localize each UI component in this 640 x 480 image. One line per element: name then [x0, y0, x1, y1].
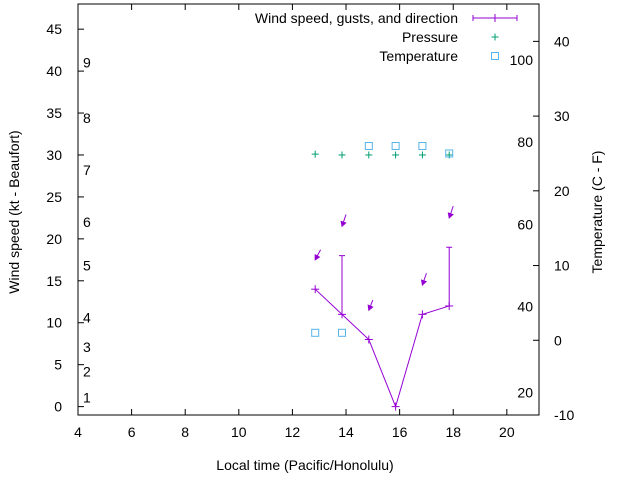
- fahrenheit-label: 80: [517, 134, 533, 150]
- pressure-point: [392, 151, 400, 159]
- x-tick-label: 10: [231, 424, 247, 440]
- x-tick-label: 12: [285, 424, 301, 440]
- legend-swatch-temperature: [491, 52, 499, 60]
- y-left-tick-label: 35: [46, 105, 62, 121]
- legend-label-temperature: Temperature: [379, 48, 458, 64]
- legend-label-wind: Wind speed, gusts, and direction: [255, 10, 458, 26]
- temperature-point: [364, 141, 373, 150]
- fahrenheit-label: 40: [517, 299, 533, 315]
- legend-pressure-point: [491, 33, 499, 41]
- wind-direction-head: [314, 253, 321, 261]
- wind-direction-head: [420, 279, 428, 286]
- x-tick-label: 6: [128, 424, 136, 440]
- legend-temperature-point: [491, 52, 499, 60]
- y-left-tick-label: 45: [46, 21, 62, 37]
- y-axis-right-label: Temperature (C - F): [589, 151, 605, 274]
- x-tick-label: 14: [338, 424, 354, 440]
- x-tick-label: 4: [74, 424, 82, 440]
- beaufort-label: 1: [83, 389, 91, 405]
- beaufort-label: 9: [83, 55, 91, 71]
- beaufort-label: 4: [83, 310, 91, 326]
- wind-speed-point: [338, 310, 347, 319]
- y-left-tick-label: 25: [46, 189, 62, 205]
- wind-direction-arrow: [420, 273, 428, 286]
- wind-direction-head: [340, 220, 347, 228]
- pressure-point: [338, 151, 346, 159]
- y-right-tick-label: 30: [554, 108, 570, 124]
- beaufort-label: 2: [83, 363, 91, 379]
- beaufort-label: 8: [83, 110, 91, 126]
- wind-direction-head: [447, 212, 454, 219]
- series-layer: [311, 141, 454, 411]
- wind-speed-point: [364, 335, 373, 344]
- y-right-tick-label: 10: [554, 258, 570, 274]
- wind-direction-head: [367, 304, 374, 312]
- tick-layer: 4 6 8 10 12 14 16 18 20051015202530354045-100102…: [46, 4, 574, 440]
- y-right-tick-label: 20: [554, 183, 570, 199]
- pressure-point: [418, 151, 426, 159]
- fahrenheit-label: 20: [517, 385, 533, 401]
- x-tick-label: 16: [392, 424, 408, 440]
- beaufort-label: 5: [83, 258, 91, 274]
- beaufort-label: 7: [83, 162, 91, 178]
- pressure-point: [311, 150, 319, 158]
- wind-speed-point: [311, 285, 320, 294]
- wind-direction-arrow: [447, 205, 454, 219]
- y-left-tick-label: 30: [46, 147, 62, 163]
- legend-wind-point: [491, 14, 499, 22]
- temperature-point: [445, 149, 454, 158]
- y-right-tick-label: -10: [554, 407, 574, 423]
- wind-direction-arrow: [367, 299, 374, 312]
- temperature-point: [418, 141, 427, 150]
- plot-frame-layer: [77, 3, 540, 416]
- temperature-point: [338, 328, 347, 337]
- x-axis-label: Local time (Pacific/Honolulu): [216, 457, 393, 473]
- legend: Wind speed, gusts, and direction Pressur…: [255, 10, 518, 64]
- y-left-tick-label: 20: [46, 231, 62, 247]
- legend-label-pressure: Pressure: [402, 29, 458, 45]
- pressure-point: [365, 151, 373, 159]
- plot-border: [77, 3, 540, 416]
- legend-swatch-pressure: [491, 33, 499, 41]
- fahrenheit-label: 60: [517, 216, 533, 232]
- legend-swatch-wind: [472, 14, 518, 22]
- x-tick-label: 20: [499, 424, 515, 440]
- wind-speed-point: [391, 402, 400, 411]
- y-left-tick-label: 15: [46, 273, 62, 289]
- y-left-tick-label: 40: [46, 63, 62, 79]
- temperature-point: [391, 141, 400, 150]
- y-right-tick-label: 0: [554, 332, 562, 348]
- beaufort-label: 6: [83, 214, 91, 230]
- wind-speed-line: [314, 288, 450, 409]
- y-axis-left-label: Wind speed (kt - Beaufort): [6, 130, 22, 293]
- y-left-tick-label: 0: [54, 399, 62, 415]
- fahrenheit-label: 100: [510, 52, 534, 68]
- x-tick-label: 18: [445, 424, 461, 440]
- y-left-tick-label: 5: [54, 357, 62, 373]
- y-right-tick-label: 40: [554, 33, 570, 49]
- x-tick-label: 8: [181, 424, 189, 440]
- wind-speed-point: [418, 310, 427, 319]
- wind-direction-arrow: [340, 214, 347, 228]
- wind-direction-arrow: [314, 249, 322, 261]
- wind-speed-point: [445, 301, 454, 310]
- beaufort-label: 3: [83, 339, 91, 355]
- y-left-tick-label: 10: [46, 315, 62, 331]
- temperature-point: [311, 328, 320, 337]
